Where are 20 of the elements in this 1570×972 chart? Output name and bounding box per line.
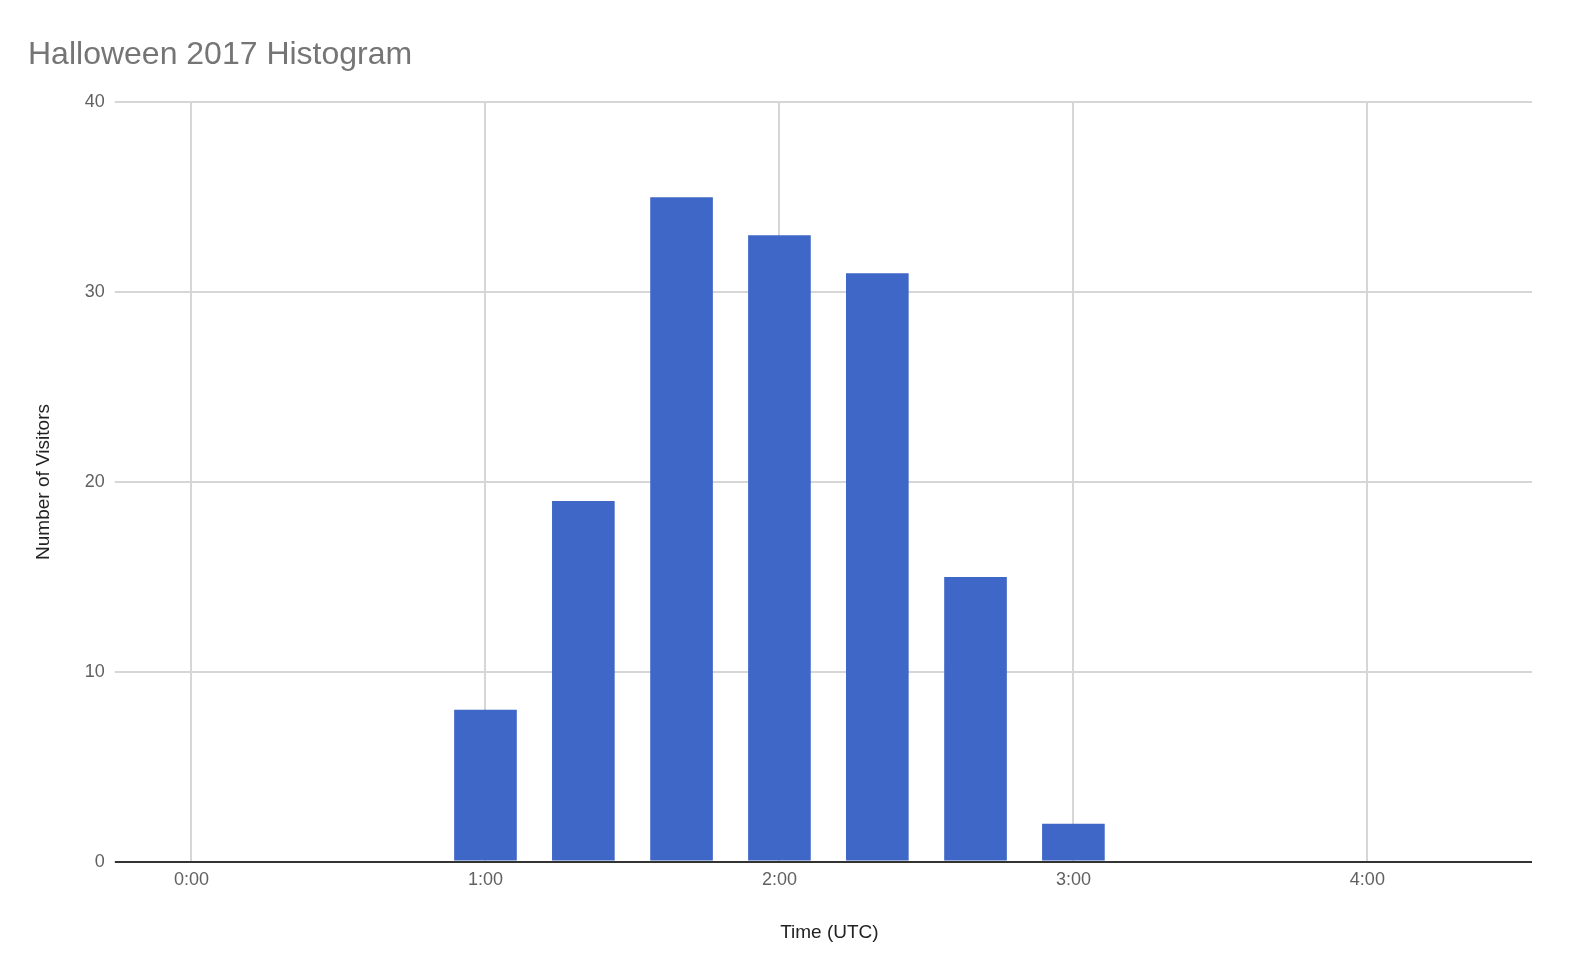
- x-tick-label: 2:00: [761, 869, 797, 890]
- y-tick-label: 20: [84, 470, 105, 491]
- x-axis-title: Time (UTC): [780, 920, 879, 942]
- x-tick-label: 1:00: [467, 869, 503, 890]
- y-tick-label: 30: [84, 281, 105, 302]
- y-tick-label: 0: [94, 850, 105, 871]
- bar: [552, 500, 615, 861]
- x-tick-label: 0:00: [173, 869, 210, 890]
- bar: [846, 273, 909, 861]
- x-tick-label: 3:00: [1055, 869, 1091, 890]
- bar: [650, 197, 713, 861]
- bar: [454, 709, 517, 861]
- chart-title: Halloween 2017 Histogram: [28, 35, 413, 72]
- y-axis-title: Number of Visitors: [31, 404, 53, 560]
- y-tick-label: 10: [84, 660, 105, 681]
- y-tick-label: 40: [84, 91, 105, 112]
- x-tick-label: 4:00: [1349, 869, 1385, 890]
- bar: [748, 235, 811, 861]
- bar: [944, 576, 1007, 861]
- bar: [1042, 823, 1105, 861]
